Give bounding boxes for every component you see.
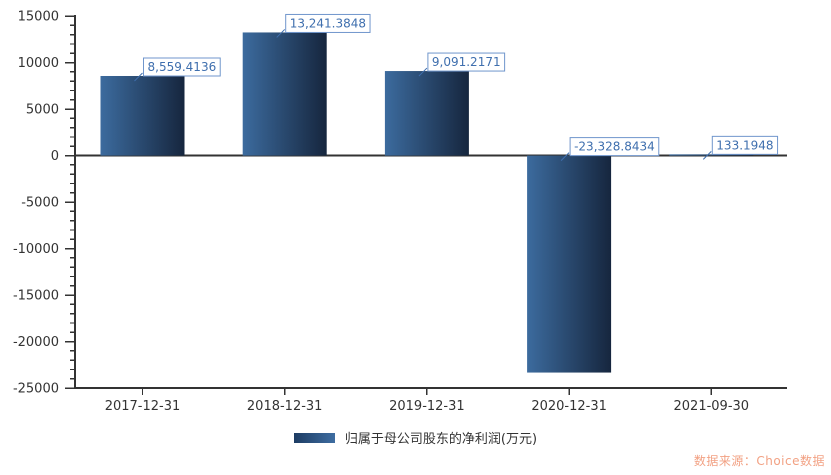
x-axis-label: 2021-09-30 (674, 399, 750, 414)
data-label-text: 9,091.2171 (432, 55, 501, 69)
bar-2021-09-30[interactable] (669, 154, 754, 156)
data-label-callout (702, 151, 712, 160)
x-axis-label: 2018-12-31 (247, 399, 323, 414)
y-tick-label: -10000 (13, 242, 59, 257)
bar-2017-12-31[interactable] (100, 75, 185, 156)
bar-2018-12-31[interactable] (242, 32, 327, 156)
y-tick-label: -20000 (13, 335, 59, 350)
y-tick-label: -25000 (13, 382, 59, 397)
x-axis-label: 2019-12-31 (389, 399, 465, 414)
legend-item[interactable]: 归属于母公司股东的净利润(万元) (293, 428, 538, 447)
data-label-box (711, 135, 779, 155)
y-tick-label: 10000 (18, 56, 59, 71)
bar-2019-12-31[interactable] (384, 71, 469, 156)
data-label-text: 133.1948 (716, 138, 773, 152)
data-label-text: 13,241.3848 (290, 16, 366, 30)
x-axis-label: 2020-12-31 (531, 399, 607, 414)
data-label-box (427, 52, 506, 72)
data-label-box (285, 13, 371, 33)
y-tick-label: -15000 (13, 289, 59, 304)
legend-swatch (293, 432, 335, 443)
y-tick-label: 0 (51, 149, 59, 164)
data-label-box (143, 57, 221, 77)
data-label-callout (276, 29, 286, 38)
bar-2020-12-31[interactable] (527, 155, 612, 373)
data-label-callout (560, 152, 570, 161)
x-axis-label: 2017-12-31 (105, 399, 181, 414)
legend: 归属于母公司股东的净利润(万元) (0, 428, 831, 447)
data-label-box (569, 137, 660, 157)
y-tick-label: -5000 (21, 196, 59, 211)
data-label-text: 8,559.4136 (148, 60, 217, 74)
source-note: 数据来源：Choice数据 (693, 454, 825, 468)
y-tick-label: 5000 (26, 103, 59, 118)
data-label-callout (418, 67, 428, 77)
y-tick-label: 15000 (18, 10, 59, 25)
data-label-text: -23,328.8434 (574, 140, 655, 154)
legend-label: 归属于母公司股东的净利润(万元) (344, 432, 538, 447)
data-label-callout (134, 72, 143, 82)
